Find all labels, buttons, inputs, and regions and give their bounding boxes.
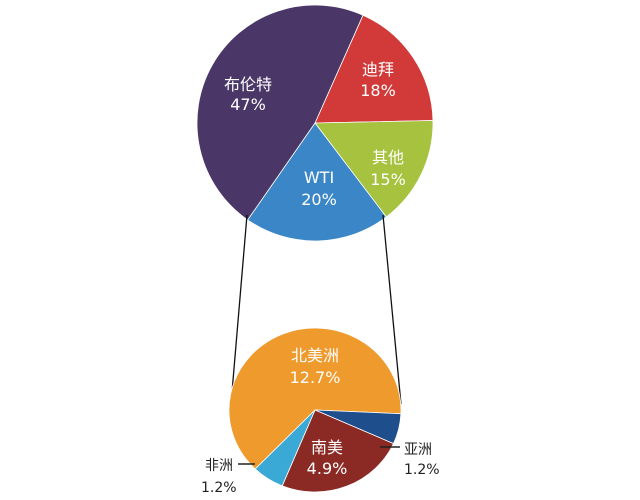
labels: 布伦特 47% 迪拜 18% 其他 15% WTI 20% 北美洲 12.7% … [201, 60, 440, 496]
label-north-america-value: 12.7% [290, 368, 341, 387]
label-brent-value: 47% [230, 95, 266, 114]
label-brent-name: 布伦特 [224, 75, 272, 94]
label-south-america-name: 南美 [311, 438, 343, 457]
label-africa-name: 非洲 [205, 458, 233, 474]
top-pie-slice-3 [247, 122, 387, 242]
top-pie-slice-0 [196, 4, 364, 221]
bottom-pie-slice-3 [254, 409, 316, 487]
top-pie-slice-2 [314, 120, 434, 218]
top-pie-slice-1 [314, 14, 434, 124]
label-africa-value: 1.2% [201, 480, 237, 496]
top-pie-chart [196, 4, 434, 242]
connector-lines [230, 214, 402, 405]
leader-lines [238, 446, 400, 465]
connector-left [230, 214, 248, 405]
label-asia-name: 亚洲 [404, 442, 432, 458]
label-dubai-name: 迪拜 [362, 60, 394, 79]
label-wti-value: 20% [301, 190, 337, 209]
label-asia-value: 1.2% [404, 462, 440, 478]
bottom-pie-slice-0 [228, 327, 402, 470]
label-other-value: 15% [370, 170, 406, 189]
bottom-pie-slice-2 [281, 409, 394, 493]
label-south-america-value: 4.9% [307, 459, 348, 478]
label-wti-name: WTI [304, 168, 334, 187]
label-dubai-value: 18% [360, 81, 396, 100]
bottom-pie-chart [228, 327, 402, 493]
label-other-name: 其他 [372, 148, 404, 167]
connector-right [382, 214, 402, 405]
label-north-america-name: 北美洲 [291, 346, 339, 365]
